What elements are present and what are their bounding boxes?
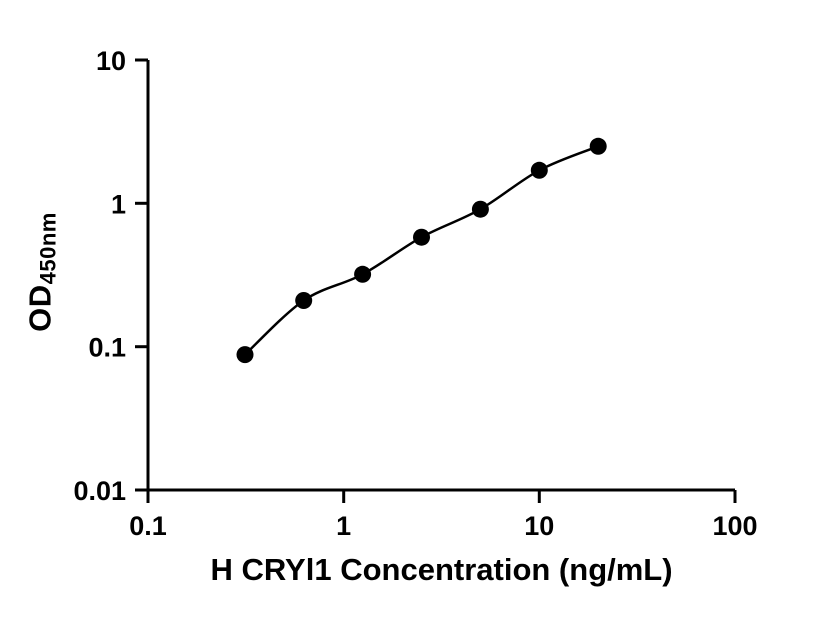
x-tick-label: 1 — [336, 511, 351, 541]
y-axis-title: OD450nm — [23, 212, 62, 332]
x-tick-label: 0.1 — [129, 511, 167, 541]
x-tick-label: 10 — [524, 511, 554, 541]
data-point — [471, 200, 489, 218]
y-tick-label: 0.01 — [73, 476, 126, 506]
y-tick-label: 1 — [111, 189, 126, 219]
y-axis-title-subscript: 450nm — [35, 212, 61, 285]
y-tick-label: 0.1 — [88, 333, 126, 363]
x-axis-title: H CRYl1 Concentration (ng/mL) — [210, 552, 673, 587]
data-point — [295, 292, 313, 309]
axes-lines — [146, 60, 735, 492]
fit-curve — [244, 145, 599, 356]
data-point — [354, 265, 372, 283]
y-tick-label: 10 — [96, 46, 126, 76]
data-point — [413, 228, 430, 246]
data-point — [236, 346, 254, 364]
data-point — [589, 137, 607, 155]
x-tick-label: 100 — [712, 511, 757, 541]
data-point — [530, 161, 548, 179]
y-axis-title-main: OD — [22, 284, 58, 332]
